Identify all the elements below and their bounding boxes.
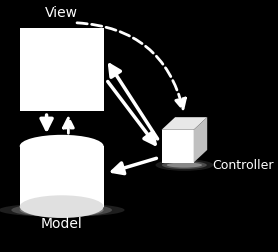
Bar [20, 146, 104, 207]
Text: Controller: Controller [212, 159, 274, 172]
Text: View: View [45, 6, 78, 20]
Polygon shape [162, 117, 207, 130]
Ellipse shape [20, 195, 104, 218]
Ellipse shape [0, 203, 125, 217]
Text: Model: Model [41, 217, 83, 231]
Polygon shape [194, 117, 207, 163]
Ellipse shape [162, 161, 207, 169]
Bar [20, 28, 104, 111]
Ellipse shape [11, 203, 112, 217]
Ellipse shape [20, 135, 104, 158]
Ellipse shape [155, 159, 213, 171]
Ellipse shape [167, 163, 202, 168]
Bar [162, 130, 194, 163]
Ellipse shape [20, 203, 104, 217]
